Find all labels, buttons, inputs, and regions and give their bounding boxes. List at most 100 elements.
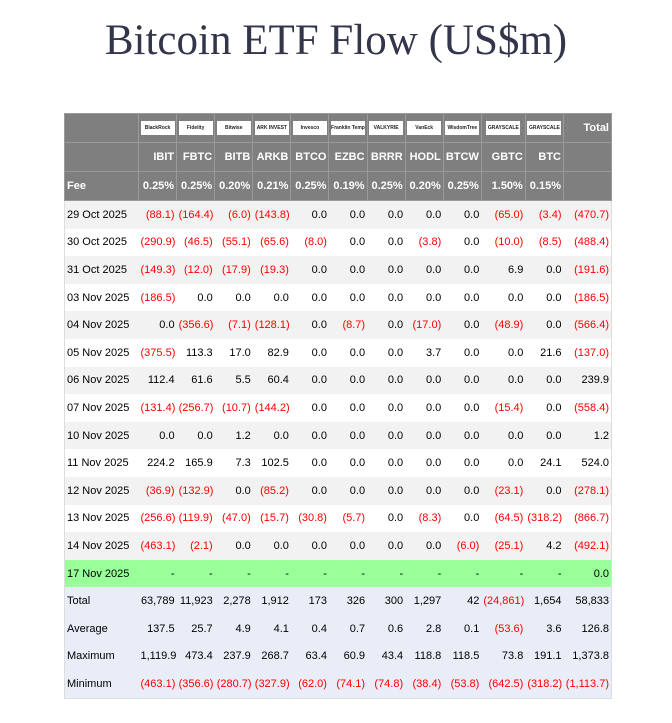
total-cell: 0.0 [563, 559, 612, 588]
ticker-header: BTCO [290, 142, 330, 172]
summary-row: Total 63,789 11,923 2,278 1,912 173 326 300 1,29… [64, 587, 612, 615]
summary-cell: 1,654 [525, 587, 564, 615]
summary-cell: 300 [367, 587, 406, 615]
date-cell: 31 Oct 2025 [64, 256, 139, 284]
issuer-logo-cell: VALKYRIE [366, 113, 406, 143]
summary-cell: 1,297 [405, 587, 444, 615]
flow-cell: 0.0 [328, 449, 368, 477]
flow-cell: 0.0 [290, 421, 329, 450]
fee-value: 1.50% [480, 171, 526, 201]
summary-label: Total [64, 587, 139, 615]
issuer-logo-cell: Invesco [290, 113, 330, 143]
flow-cell: 0.0 [328, 200, 368, 229]
date-cell: 04 Nov 2025 [64, 311, 139, 339]
flow-cell: (256.6) [138, 504, 177, 533]
total-cell: 524.0 [563, 449, 612, 477]
flow-cell: 17.0 [214, 338, 253, 367]
flow-cell: 0.0 [525, 421, 564, 450]
summary-cell: 73.8 [481, 642, 526, 671]
flow-cell: - [214, 559, 253, 588]
table-row: 17 Nov 2025- - - - - - - - - - -0.0 [64, 559, 612, 588]
table-row: 10 Nov 2025 0.0 0.0 1.2 0.0 0.0 0.0 0.0 0.0 0.0 0.… [64, 421, 612, 450]
flow-cell: - [525, 559, 564, 588]
flow-cell: (30.8) [290, 504, 329, 533]
flow-cell: 0.0 [443, 476, 482, 505]
flow-cell: 0.0 [525, 476, 564, 505]
flow-cell: 82.9 [252, 338, 291, 367]
flow-cell: - [367, 559, 406, 588]
flow-cell: (55.1) [214, 228, 253, 257]
flow-cell: 0.0 [443, 228, 482, 257]
flow-cell: 165.9 [176, 449, 215, 477]
fee-value: 0.21% [252, 171, 292, 201]
fee-value: 0.19% [328, 171, 368, 201]
summary-label: Maximum [64, 642, 139, 671]
flow-cell: 0.0 [525, 366, 564, 395]
flow-cell: 0.0 [481, 366, 526, 395]
flow-cell: (23.1) [481, 476, 526, 505]
fee-value: 0.25% [137, 171, 178, 201]
flow-cell: (5.7) [328, 504, 368, 533]
summary-cell: 173 [290, 587, 329, 615]
blank-header [64, 142, 139, 172]
flow-cell: (47.0) [214, 504, 253, 533]
flow-cell: (8.7) [328, 311, 368, 339]
table-row: 31 Oct 2025 (149.3) (12.0) (17.9) (19.3) 0.0 0… [64, 256, 612, 284]
flow-cell: 0.0 [367, 394, 406, 422]
flow-cell: (10.0) [481, 228, 526, 257]
issuer-logo: Invesco [292, 121, 327, 135]
flow-cell: - [176, 559, 215, 588]
total-cell: (866.7) [563, 504, 612, 533]
flow-cell: 0.0 [367, 532, 406, 560]
flow-cell: (6.0) [214, 200, 253, 229]
summary-cell: (642.5) [481, 670, 526, 699]
summary-label: Average [64, 614, 139, 643]
flow-cell: 0.0 [328, 394, 368, 422]
flow-cell: 0.0 [443, 421, 482, 450]
flow-cell: (17.0) [405, 311, 444, 339]
flow-cell: 0.0 [443, 283, 482, 312]
flow-cell: 0.0 [525, 283, 564, 312]
flow-cell: 0.0 [405, 532, 444, 560]
flow-cell: - [252, 559, 291, 588]
flow-cell: 0.0 [214, 532, 253, 560]
date-cell: 05 Nov 2025 [64, 338, 139, 367]
summary-cell: 473.4 [176, 642, 215, 671]
flow-cell: 224.2 [138, 449, 177, 477]
flow-cell: 0.0 [328, 421, 368, 450]
table-row: 13 Nov 2025 (256.6) (119.9) (47.0) (15.7) (30… [64, 504, 612, 533]
flow-cell: 0.0 [138, 311, 177, 339]
summary-cell: 43.4 [367, 642, 406, 671]
flow-cell: 0.0 [214, 476, 253, 505]
flow-cell: 0.0 [290, 200, 329, 229]
summary-row: Average 137.5 25.7 4.9 4.1 0.4 0.7 0.6 2.8 0.1 (53… [64, 614, 612, 643]
summary-cell: (74.1) [328, 670, 368, 699]
flow-cell: (132.9) [176, 476, 215, 505]
ticker-header: HODL [404, 142, 444, 172]
summary-cell: (356.6) [176, 670, 215, 699]
summary-cell: (53.6) [481, 614, 526, 643]
flow-cell: (3.8) [405, 228, 444, 257]
table-row: 12 Nov 2025 (36.9) (132.9) 0.0 (85.2) 0.0 0.0 0… [64, 476, 612, 505]
issuer-logo: GRAYSCALE [486, 121, 521, 135]
flow-cell: (46.5) [176, 228, 215, 257]
flow-cell: 0.0 [252, 421, 291, 450]
fee-value: 0.20% [214, 171, 254, 201]
total-cell: (191.6) [563, 256, 612, 284]
summary-row: Maximum 1,119.9 473.4 237.9 268.7 63.4 60.9 43.… [64, 642, 612, 671]
total-cell: (488.4) [563, 228, 612, 257]
flow-cell: 0.0 [290, 366, 329, 395]
flow-cell: 0.0 [290, 476, 329, 505]
flow-cell: 0.0 [405, 421, 444, 450]
flow-cell: - [290, 559, 329, 588]
issuer-logo: WisdomTree [445, 121, 480, 135]
ticker-header: ARKB [252, 142, 292, 172]
flow-cell: (164.4) [176, 200, 215, 229]
table-row: 03 Nov 2025 (186.5) 0.0 0.0 0.0 0.0 0.0 0.0 0.0 0… [64, 283, 612, 312]
flow-cell: (19.3) [252, 256, 291, 284]
flow-cell: (290.9) [138, 228, 177, 257]
total-cell: (558.4) [563, 394, 612, 422]
flow-cell: 0.0 [481, 449, 526, 477]
total-cell: (492.1) [563, 532, 612, 560]
date-cell: 14 Nov 2025 [64, 532, 139, 560]
